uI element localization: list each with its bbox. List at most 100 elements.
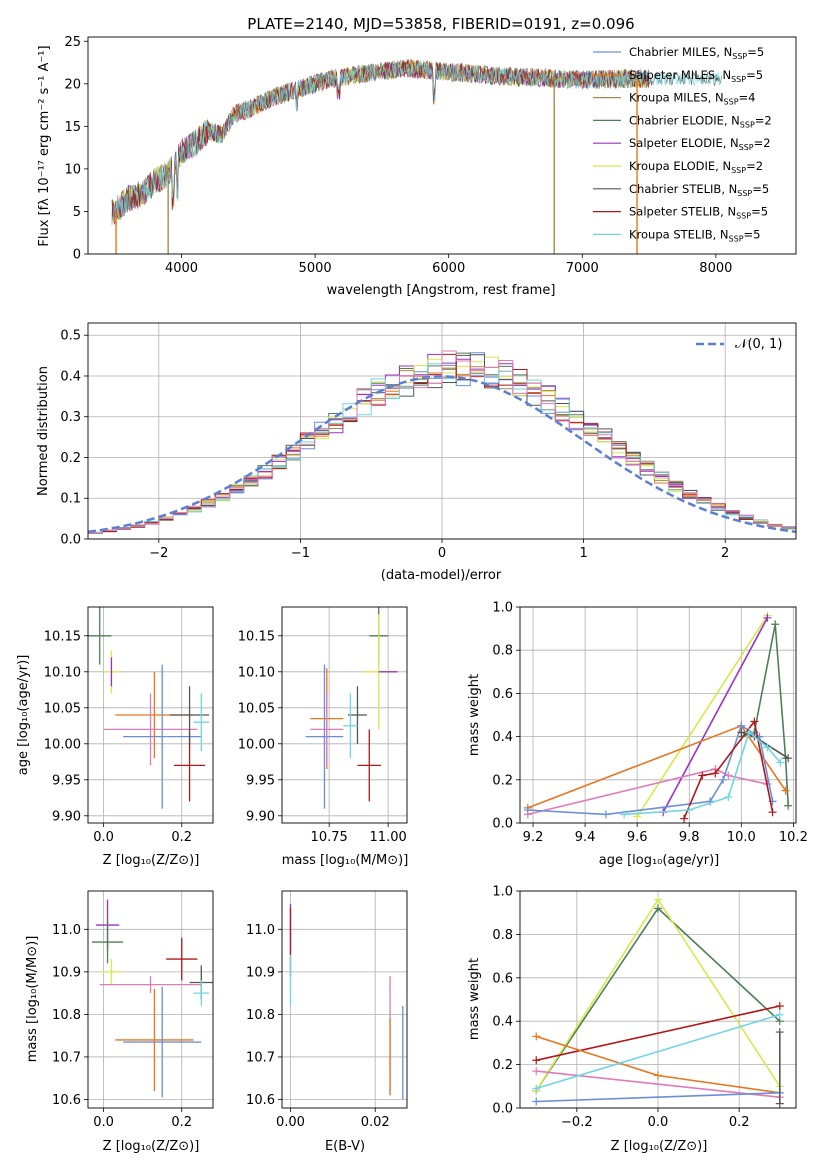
y-tick-label: 25: [64, 35, 81, 50]
x-tick-label: 9.4: [575, 830, 596, 845]
x-tick-label: −2: [149, 546, 168, 561]
axes-frame: [281, 890, 408, 1109]
legend-entry: Salpeter ELODIE, NSSP=2: [629, 136, 771, 152]
weight-point-marker: [775, 1099, 784, 1108]
y-tick-label: 11.0: [246, 923, 275, 938]
x-tick-label: 9.2: [523, 830, 544, 845]
weight-series-line: [535, 1013, 781, 1090]
histogram-step-line: [88, 350, 796, 536]
legend-entry: Kroupa STELIB, NSSP=5: [629, 227, 760, 243]
y-tick-label: 10.15: [238, 629, 275, 644]
y-tick-label: 0.8: [492, 644, 513, 659]
weight-series-line: [536, 1092, 780, 1103]
y-tick-label: 0.3: [60, 410, 81, 425]
weight-point-marker: [781, 786, 790, 795]
weight-point-marker: [532, 1084, 541, 1093]
y-tick-label: 1.0: [492, 601, 513, 616]
x-tick-label: 0.2: [171, 1115, 192, 1130]
weight-point-marker: [763, 743, 772, 752]
weight-point-marker: [620, 810, 629, 819]
grid-and-ticks: −0.2 0.0 0.2 0.0 0.2 0.4 0.6 0.8 1.0: [492, 885, 796, 1130]
age-z-xlabel: Z [log₁₀(Z/Z⊙)]: [103, 853, 200, 868]
x-tick-label: 0.0: [93, 1115, 114, 1130]
spectrum-ylabel: Flux [fλ 10⁻¹⁷ erg cm⁻² s⁻¹ A⁻¹]: [37, 45, 52, 246]
weight-point-marker: [784, 801, 793, 810]
mass-vs-metallicity-panel: Z [log₁₀(Z/Z⊙)] mass [log₁₀(M/M⊙)] 0.0 0.…: [25, 890, 214, 1154]
grid-and-ticks: 4000 5000 6000 7000 8000 0 5 10 15 20 25: [64, 35, 732, 276]
weight-point-marker: [745, 728, 754, 737]
age-z-ylabel: age [log₁₀(age/yr)]: [16, 655, 31, 776]
y-tick-label: 0.1: [60, 492, 81, 507]
weight-point-marker: [750, 717, 759, 726]
y-tick-label: 10.10: [238, 665, 275, 680]
y-tick-label: 10.05: [238, 701, 275, 716]
weight-point-marker: [784, 754, 793, 763]
weight-point-marker: [532, 1032, 541, 1041]
weight-point-marker: [654, 904, 662, 913]
x-tick-label: 0.0: [648, 1115, 669, 1130]
x-tick-label: 9.8: [679, 830, 700, 845]
y-tick-label: 0.2: [492, 1058, 513, 1073]
weight-point-marker: [698, 771, 707, 780]
grid-and-ticks: 0.0 0.2 10.6 10.7 10.8 10.9 11.0: [52, 891, 213, 1130]
legend-entry: Chabrier STELIB, NSSP=5: [629, 182, 769, 198]
weight-z-ylabel: mass weight: [467, 958, 482, 1040]
mass-z-ylabel: mass [log₁₀(M/M⊙)]: [25, 936, 40, 1063]
x-tick-label: −0.2: [561, 1115, 593, 1130]
x-tick-label: 6000: [432, 261, 465, 276]
y-tick-label: 9.95: [246, 773, 275, 788]
x-tick-label: 7000: [566, 261, 599, 276]
axes-frame: [281, 606, 408, 824]
histogram-xlabel: (data-model)/error: [381, 568, 502, 583]
y-tick-label: 0.6: [492, 687, 513, 702]
spectrum-legend: Chabrier MILES, NSSP=5 Salpeter MILES, NS…: [593, 45, 772, 243]
y-tick-label: 10: [64, 162, 81, 177]
x-tick-label: 4000: [165, 261, 198, 276]
gaussian-curve: [88, 375, 796, 534]
y-tick-label: 0.4: [60, 369, 81, 384]
spectrum-panel: PLATE=2140, MJD=53858, FIBERID=0191, z=0…: [37, 15, 797, 298]
y-tick-label: 10.00: [238, 737, 275, 752]
y-tick-label: 10.6: [246, 1093, 275, 1108]
weight-lines: [523, 611, 793, 823]
y-tick-label: 0.2: [60, 451, 81, 466]
errorbar-points: [289, 903, 404, 1100]
y-tick-label: 10.7: [52, 1050, 81, 1065]
legend-entry: Salpeter STELIB, NSSP=5: [629, 205, 768, 221]
axes-frame: [87, 890, 214, 1109]
axes-frame: [87, 322, 797, 540]
weight-point-marker: [724, 771, 733, 780]
weight-point-marker: [523, 806, 532, 815]
y-tick-label: 0.5: [60, 329, 81, 344]
y-tick-label: 10.8: [52, 1008, 81, 1023]
legend-entry: Kroupa ELODIE, NSSP=2: [629, 159, 763, 175]
x-tick-label: −1: [291, 546, 310, 561]
mass-z-xlabel: Z [log₁₀(Z/Z⊙)]: [103, 1139, 200, 1154]
weight-point-marker: [775, 1002, 784, 1011]
weight-point-marker: [771, 620, 780, 629]
weight-lines: [532, 895, 784, 1108]
errorbar-points: [91, 899, 213, 1098]
histogram-ylabel: Normed distribution: [36, 366, 51, 496]
weight-z-xlabel: Z [log₁₀(Z/Z⊙)]: [611, 1139, 708, 1154]
x-tick-label: 10.0: [727, 830, 756, 845]
grid-and-ticks: 10.75 11.00 9.90 9.95 10.00 10.05 10.10 10.15: [238, 607, 407, 845]
x-tick-label: 0.0: [93, 830, 114, 845]
y-tick-label: 0.8: [492, 928, 513, 943]
x-tick-label: 0: [438, 546, 446, 561]
y-tick-label: 10.9: [246, 965, 275, 980]
histogram-legend-label: 𝒩(0, 1): [735, 337, 782, 352]
grid-and-ticks: 0.00 0.02 10.6 10.7 10.8 10.9 11.0: [246, 891, 407, 1130]
axes-frame: [519, 606, 797, 824]
legend-entry: Salpeter MILES, NSSP=5: [629, 68, 763, 84]
y-tick-label: 11.0: [52, 923, 81, 938]
x-tick-label: 0.00: [276, 1115, 305, 1130]
weight-point-marker: [724, 793, 733, 802]
x-tick-label: 2: [721, 546, 729, 561]
legend-entry: Chabrier ELODIE, NSSP=2: [629, 113, 772, 129]
y-tick-label: 0.6: [492, 971, 513, 986]
x-tick-label: 9.6: [627, 830, 648, 845]
y-tick-label: 10.6: [52, 1093, 81, 1108]
spectrum-series-line: [111, 59, 723, 220]
